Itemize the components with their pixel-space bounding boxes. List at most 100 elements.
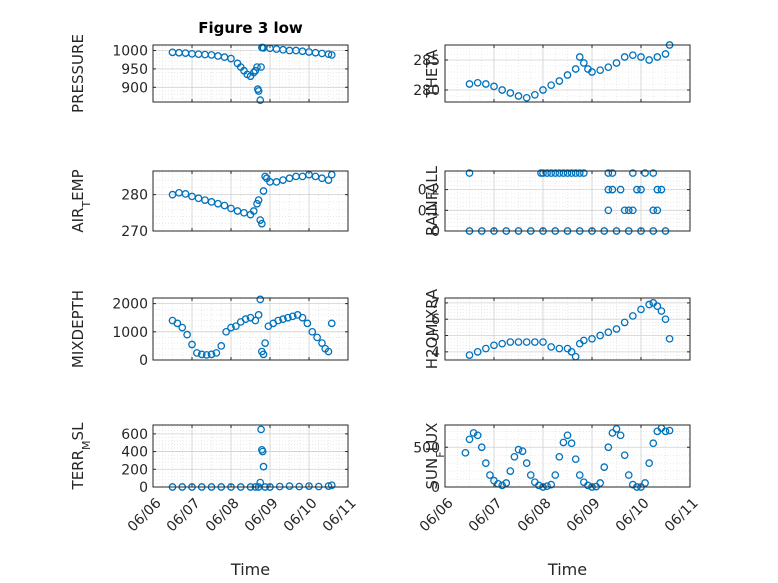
data-point [254,87,263,95]
data-point [588,334,596,343]
data-point [645,300,654,309]
data-point [465,351,474,359]
data-point [547,169,556,177]
data-point [555,77,564,85]
data-point [327,319,336,328]
data-point [559,438,568,447]
data-point [571,65,580,73]
data-point [539,338,547,346]
data-point [653,302,662,311]
data-point [502,479,511,487]
data-point [181,190,190,198]
y-axis-label: PRESSURE [69,34,87,113]
axes-frame [444,170,691,232]
y-axis-label: THETA [423,49,441,99]
data-point [222,327,230,336]
data-point [473,347,482,356]
data-point [473,78,482,87]
data-point [620,206,629,215]
data-point [261,172,269,181]
y-tick-label: 7 [431,296,440,312]
y-tick-label: 2000 [112,297,148,313]
data-point [481,80,490,88]
data-point [637,305,645,314]
chart-title: Figure 3 low [198,19,303,37]
data-point [183,330,191,339]
data-point [486,471,494,479]
data-point [256,96,265,105]
data-point [257,425,265,434]
data-point [465,80,474,88]
data-point [555,169,564,177]
data-point [624,206,633,215]
data-point [188,340,196,349]
data-point [661,315,670,324]
data-point [490,82,498,91]
y-tick-label: 0 [431,224,440,240]
y-tick-label: 280 [121,188,148,204]
data-point [249,207,258,215]
data-point [628,312,637,320]
axes-frame [152,170,349,232]
data-point [256,478,265,487]
data-point [193,349,201,357]
data-point [251,66,260,75]
y-tick-label: 0 [139,353,148,369]
data-point [473,431,482,440]
data-point [604,206,613,215]
y-tick-label: 500 [413,440,440,456]
y-axis-label: AIRTEMP [69,169,93,232]
data-point [559,169,568,177]
data-point [279,315,287,323]
data-point [526,471,535,479]
data-point [173,319,182,328]
x-axis-label: Time [230,560,270,579]
subplot-mixdepth: 0 1000 2000 MIXDEPTH [69,290,349,369]
y-tick-label: 400 [121,445,148,461]
data-point [259,187,268,195]
data-point [645,459,654,468]
y-axis-label: RAINFALL [423,165,441,236]
axes-frame [444,297,691,361]
data-point [620,318,629,327]
data-point [498,339,507,348]
data-point [551,169,560,177]
data-point [596,479,605,487]
data-point [612,425,621,433]
y-tick-label: 0.1 [418,203,440,219]
data-point [649,439,658,448]
data-point [645,56,654,64]
data-point [547,343,556,351]
y-tick-label: 600 [121,427,148,443]
data-point [547,480,556,489]
data-point [539,169,547,177]
data-point [563,169,572,177]
data-point [232,322,240,331]
data-point [616,431,625,440]
data-point [253,199,261,208]
data-point [604,63,613,72]
data-point [539,86,547,94]
data-point [498,86,507,94]
data-point [256,295,265,304]
y-tick-label: 900 [121,80,148,96]
data-point [249,68,258,77]
axes-frame [444,424,691,488]
data-point [465,435,474,444]
data-point [665,426,674,435]
data-point [628,51,637,60]
data-point [653,53,662,61]
data-point [620,451,629,460]
subplot-airtemp: 270 280 AIRTEMP [69,169,349,240]
y-tick-label: 285 [413,53,440,69]
y-tick-label: 280 [413,83,440,99]
data-point [202,351,211,359]
subplot-pressure: 900 950 1000 PRESSURE Figure 3 low [69,19,349,113]
axes-frame [152,424,349,488]
data-point [522,93,531,102]
data-point [258,447,267,456]
data-point [608,429,617,437]
data-point [575,53,584,61]
data-point [555,344,564,353]
data-point [227,204,235,213]
